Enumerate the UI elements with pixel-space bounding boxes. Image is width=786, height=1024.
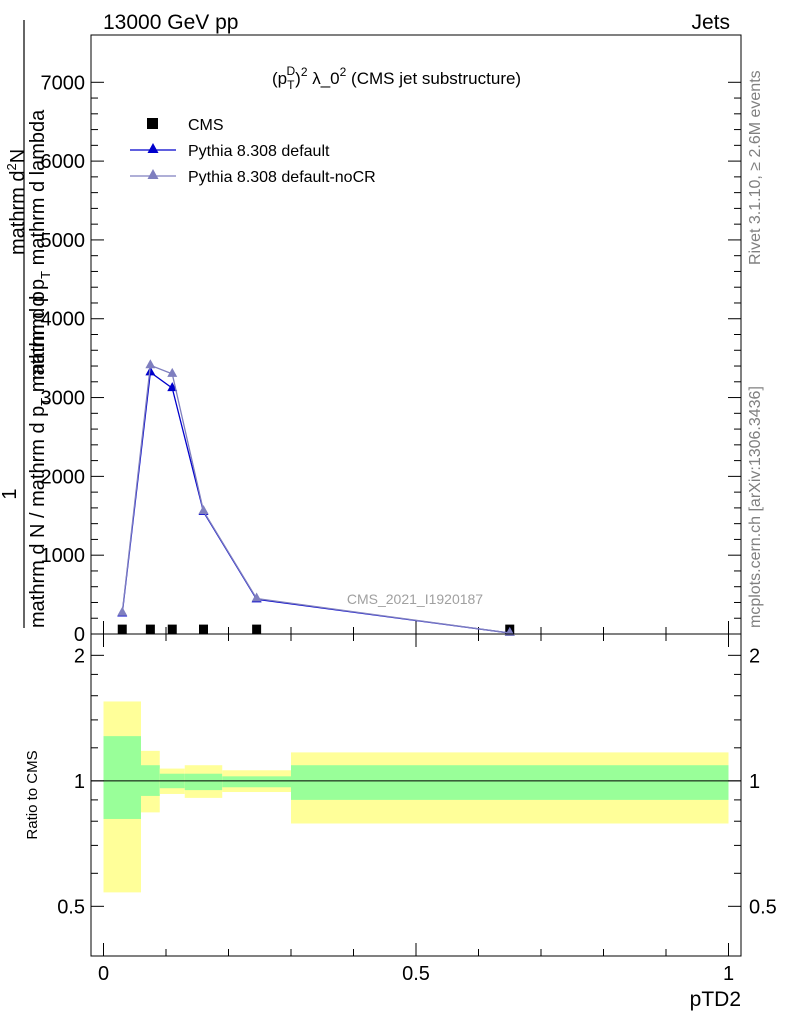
analysis-tag: CMS_2021_I1920187 xyxy=(347,591,483,607)
title-open: (p xyxy=(272,69,287,88)
mcplots-label: mcplots.cern.ch [arXiv:1306.3436] xyxy=(747,386,764,628)
series-2-point xyxy=(198,505,209,515)
ratio-y-tick-label-left: 0.5 xyxy=(57,896,85,918)
ylabel-numerator-bottom: mathrm d pT mathrm d lambda xyxy=(27,109,53,380)
cms-data-point xyxy=(145,624,155,634)
cms-data-point xyxy=(167,624,177,634)
legend-label-pythia-nocr: Pythia 8.308 default-noCR xyxy=(188,169,376,186)
main-y-tick-label: 2000 xyxy=(41,466,86,488)
main-y-axis: 0 1000 2000 3000 4000 5000 6000 7000 xyxy=(41,72,741,646)
x-axis-label: pTD2 xyxy=(690,988,741,1011)
main-y-tick-label: 3000 xyxy=(41,388,86,410)
ratio-y-axis: 0.5 0.5 1 1 2 2 xyxy=(57,645,777,918)
ratio-y-tick-label-right: 2 xyxy=(749,645,760,667)
main-y-tick-label: 7000 xyxy=(41,72,86,94)
title-sup-d: D xyxy=(286,64,295,78)
rivet-label: Rivet 3.1.10, ≥ 2.6M events xyxy=(747,70,764,265)
cms-data-point xyxy=(199,624,208,634)
title-sup: 2 xyxy=(301,65,308,79)
legend-marker-cms xyxy=(147,118,158,129)
ratio-band-inner xyxy=(184,773,223,791)
series-2-point xyxy=(251,592,262,602)
ratio-y-label: Ratio to CMS xyxy=(24,750,41,839)
svg-text:(pTD)2 λ_02 (CMS jet substruct: (pTD)2 λ_02 (CMS jet substructure) xyxy=(272,64,521,92)
title-mid: λ_0 xyxy=(308,69,340,88)
series-line-1 xyxy=(121,371,510,634)
title-sub: T xyxy=(287,78,295,92)
main-y-tick-label: 1000 xyxy=(41,545,86,567)
series-2-point xyxy=(145,359,156,369)
cms-data-point xyxy=(252,624,262,634)
main-y-tick-label: 4000 xyxy=(41,309,86,331)
main-y-tick-label: 0 xyxy=(74,624,85,646)
ratio-y-tick-label-left: 2 xyxy=(74,645,85,667)
legend-label-cms: CMS xyxy=(188,117,224,134)
ratio-panel: 0.5 0.51 12 2 0 0.5 1 Ratio to CMS pTD2 xyxy=(24,633,777,1011)
series-line-2 xyxy=(121,364,510,634)
series-2-point xyxy=(167,367,178,377)
main-series xyxy=(117,359,515,637)
main-y-label: 1 mathrm d N / mathrm d pT mathrm d p ma… xyxy=(0,20,53,628)
ratio-y-tick-label-left: 1 xyxy=(74,771,85,793)
series-2-point xyxy=(117,606,128,616)
x-axis: 0 0.5 1 xyxy=(98,634,734,985)
ratio-band-inner xyxy=(222,776,291,788)
header-energy: 13000 GeV pp xyxy=(103,11,238,34)
ylabel-one: 1 xyxy=(0,488,21,499)
ylabel-denominator: mathrm d N / mathrm d pT mathrm d p xyxy=(27,291,53,628)
x-tick-label: 1 xyxy=(723,963,734,985)
ratio-bands xyxy=(103,701,729,893)
x-tick-label: 0.5 xyxy=(402,963,430,985)
legend-marker-pythia-default xyxy=(147,143,159,153)
title-rest: (CMS jet substructure) xyxy=(346,69,521,88)
x-tick-label: 0 xyxy=(98,963,109,985)
series-1-point xyxy=(167,382,178,392)
legend: CMS Pythia 8.308 default Pythia 8.308 de… xyxy=(130,117,376,186)
ratio-y-tick-label-right: 0.5 xyxy=(749,896,777,918)
header-process: Jets xyxy=(691,11,730,34)
main-y-tick-label: 5000 xyxy=(41,230,86,252)
legend-label-pythia-default: Pythia 8.308 default xyxy=(188,143,330,160)
ylabel-numerator-top: mathrm d2N xyxy=(4,149,29,255)
ratio-band-inner xyxy=(291,765,729,800)
title-close: ) xyxy=(295,69,301,88)
plot-title: (pTD)2 λ_02 (CMS jet substructure) xyxy=(272,64,521,92)
main-y-tick-label: 6000 xyxy=(41,151,86,173)
legend-marker-pythia-nocr xyxy=(147,169,159,179)
ratio-band-inner xyxy=(103,736,141,819)
ratio-y-tick-label-right: 1 xyxy=(749,771,760,793)
title-sup2: 2 xyxy=(340,65,347,79)
cms-data-point xyxy=(117,624,127,634)
